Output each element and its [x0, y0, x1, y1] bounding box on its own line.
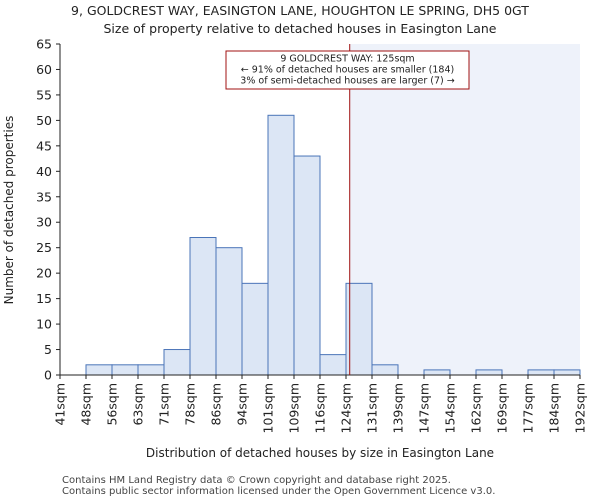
x-tick-label: 139sqm [391, 383, 406, 433]
x-tick-label: 116sqm [313, 383, 328, 433]
bar-78sqm [189, 237, 217, 376]
y-tick-label: 60 [36, 62, 52, 77]
bar-86sqm [215, 247, 243, 376]
x-tick-label: 169sqm [495, 383, 510, 433]
bar-162sqm [475, 369, 503, 376]
y-tick-label: 15 [36, 291, 52, 306]
annotation-line: 9 GOLDCREST WAY: 125sqm [280, 54, 414, 65]
bar-48sqm [85, 364, 113, 376]
bars-group [85, 114, 581, 376]
x-tick-label: 86sqm [209, 383, 224, 426]
x-tick-label: 162sqm [469, 383, 484, 433]
x-tick-label: 124sqm [339, 383, 354, 433]
footer-copyright: Contains HM Land Registry data © Crown c… [62, 475, 451, 486]
highlight-region [349, 44, 580, 375]
bar-71sqm [163, 349, 191, 376]
x-tick-label: 184sqm [547, 383, 562, 433]
y-axis-label: Number of detached properties [2, 116, 16, 305]
x-tick-label: 147sqm [417, 383, 432, 433]
footer-licence: Contains public sector information licen… [62, 486, 496, 497]
y-tick-label: 50 [36, 113, 52, 128]
y-tick-label: 45 [36, 138, 52, 153]
x-tick-label: 41sqm [53, 383, 68, 426]
y-tick-label: 65 [36, 37, 52, 52]
bar-177sqm [527, 369, 555, 376]
chart-title: 9, GOLDCREST WAY, EASINGTON LANE, HOUGHT… [71, 3, 529, 18]
bar-116sqm [319, 354, 347, 376]
y-tick-label: 0 [44, 368, 52, 383]
y-tick-label: 55 [36, 87, 52, 102]
bar-94sqm [241, 282, 269, 376]
y-tick-label: 10 [36, 317, 52, 332]
y-tick-label: 40 [36, 164, 52, 179]
x-tick-label: 154sqm [443, 383, 458, 433]
marker-group: 9 GOLDCREST WAY: 125sqm← 91% of detached… [225, 44, 470, 375]
x-ticks-group: 41sqm 48sqm 56sqm 63sqm 71sqm 78sqm 86sqm 94sqm… [53, 375, 588, 433]
annotation-line: 3% of semi-detached houses are larger (7… [240, 76, 454, 87]
bar-184sqm [553, 369, 581, 376]
y-tick-label: 35 [36, 189, 52, 204]
bar-63sqm [137, 364, 165, 376]
y-tick-label: 30 [36, 215, 52, 230]
annotation-box [225, 50, 470, 90]
x-tick-label: 48sqm [79, 383, 94, 426]
bar-101sqm [267, 114, 295, 376]
x-tick-label: 63sqm [131, 383, 146, 426]
x-tick-label: 71sqm [157, 383, 172, 426]
bar-56sqm [111, 364, 139, 376]
x-tick-label: 192sqm [573, 383, 588, 433]
x-tick-label: 78sqm [183, 383, 198, 426]
x-tick-label: 56sqm [105, 383, 120, 426]
annotation-line: ← 91% of detached houses are smaller (18… [241, 65, 454, 76]
y-tick-label: 20 [36, 266, 52, 281]
bar-109sqm [293, 155, 321, 376]
bar-147sqm [423, 369, 451, 376]
bar-131sqm [371, 364, 399, 376]
x-tick-label: 101sqm [261, 383, 276, 433]
y-tick-label: 5 [44, 342, 52, 357]
x-tick-label: 109sqm [287, 383, 302, 433]
x-tick-label: 177sqm [521, 383, 536, 433]
x-axis-label: Distribution of detached houses by size … [146, 446, 494, 460]
bar-124sqm [345, 282, 373, 376]
y-ticks-group: 0 5 10 15 20 25 30 35 40 45 50 55 60 65 [36, 37, 60, 383]
x-tick-label: 131sqm [365, 383, 380, 433]
x-tick-label: 94sqm [235, 383, 250, 426]
y-tick-label: 25 [36, 240, 52, 255]
highlight-region-group [349, 44, 580, 375]
chart-subtitle: Size of property relative to detached ho… [103, 21, 497, 36]
